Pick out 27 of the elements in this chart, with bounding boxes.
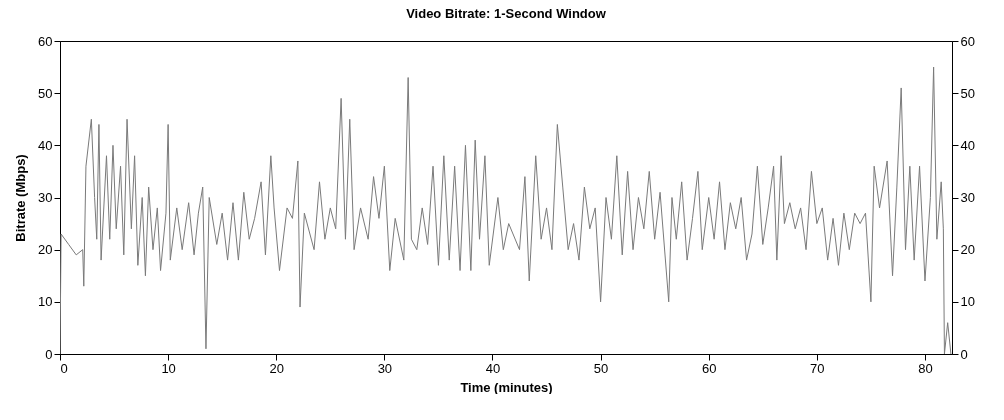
x-tick-label: 30 [377,360,393,376]
x-tick-label: 60 [701,360,717,376]
x-tick-label: 0 [60,360,68,376]
y2-tick-label: 60 [960,33,975,49]
y-tick-label: 0 [45,346,53,362]
y2-tick-label: 50 [960,85,975,101]
x-tick-label: 10 [161,360,176,376]
x-tick-label: 80 [918,360,933,376]
x-tick-label: 70 [810,360,825,376]
y2-tick-label: 40 [960,137,975,153]
y2-tick-label: 30 [960,190,975,205]
x-tick-label: 20 [269,360,284,376]
y2-tick-label: 10 [960,294,975,310]
y-tick-label: 60 [38,33,53,49]
chart-title: Video Bitrate: 1-Second Window [406,6,607,21]
y2-tick-label: 0 [960,346,968,362]
x-tick-label: 50 [593,360,609,376]
x-axis-title: Time (minutes) [460,379,553,395]
y-tick-label: 20 [38,242,53,258]
y-tick-label: 10 [38,294,53,310]
line-series [60,66,952,354]
y2-tick-label: 20 [960,242,975,258]
x-tick-label: 40 [485,360,501,376]
y-axis-title: Bitrate (Mbps) [13,154,29,242]
y-tick-label: 50 [38,85,53,101]
y-tick-label: 40 [38,137,53,153]
y-tick-label: 30 [38,190,53,205]
